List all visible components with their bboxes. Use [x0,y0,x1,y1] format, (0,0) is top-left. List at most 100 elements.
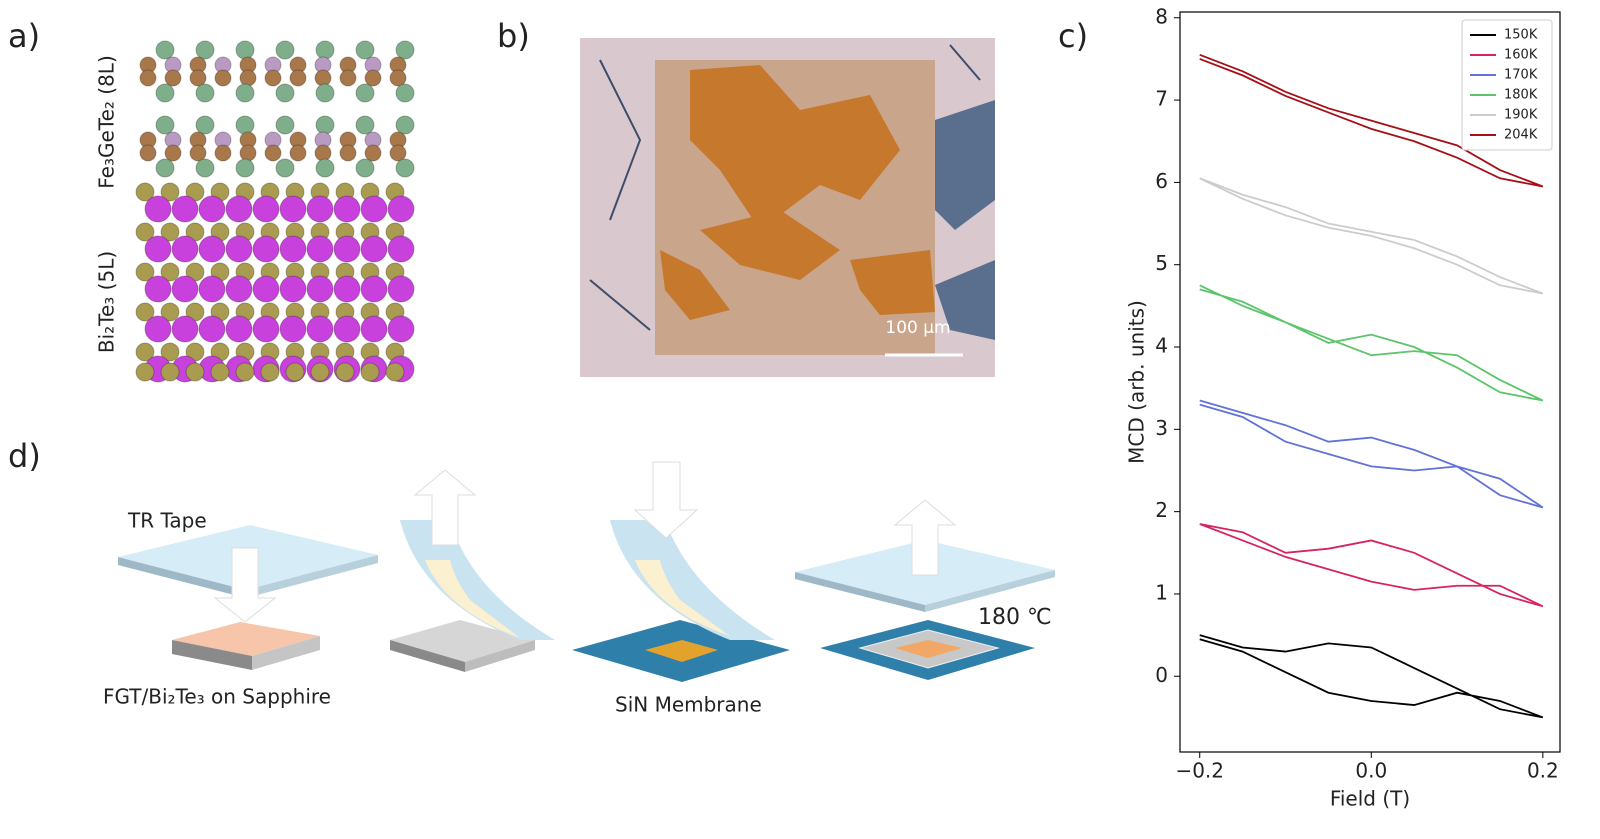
atom [355,115,375,135]
scale-bar-label: 100 μm [885,318,950,338]
atom [214,69,232,87]
atom [160,222,180,242]
atom [214,144,232,162]
atom [160,182,180,202]
atom [139,144,157,162]
atom [144,315,172,343]
series-line [1199,634,1544,719]
atom [171,235,199,263]
crystal-structure [135,40,415,383]
plot-frame [1179,11,1561,753]
atom [360,195,388,223]
atom [395,83,415,103]
atom [395,115,415,135]
atom [360,235,388,263]
y-tick-label: 1 [1155,580,1168,604]
atom [387,275,415,303]
atom [389,69,407,87]
atom [339,144,357,162]
atom [235,362,255,382]
atom [235,115,255,135]
series-line [1199,399,1544,509]
y-tick-label: 6 [1155,169,1168,193]
atom [264,69,282,87]
series-line [1199,523,1544,608]
atom [164,69,182,87]
atom [364,69,382,87]
atom [279,195,307,223]
legend-label: 190K [1504,108,1538,123]
atom [285,362,305,382]
atom [160,342,180,362]
atom [135,222,155,242]
atom [360,275,388,303]
atom [333,235,361,263]
atom [306,195,334,223]
y-tick-label: 3 [1155,416,1168,440]
series-line [1199,53,1544,188]
atom [189,144,207,162]
atom [252,315,280,343]
atom [264,144,282,162]
atom [360,362,380,382]
micrograph [580,38,995,377]
legend-label: 204K [1504,128,1538,143]
legend-label: 170K [1504,68,1538,83]
atom [306,235,334,263]
atom [389,144,407,162]
atom [260,362,280,382]
transfer-schematic [118,461,1055,682]
atom [315,115,335,135]
atom [252,195,280,223]
atom [314,144,332,162]
atom [139,69,157,87]
atom [355,158,375,178]
atom [279,235,307,263]
atom [385,362,405,382]
atom [339,69,357,87]
atom [333,195,361,223]
atom [252,275,280,303]
atom [275,40,295,60]
atom [239,144,257,162]
atom [306,275,334,303]
atom [252,235,280,263]
step-label: 180 ℃ [978,605,1052,630]
atom [235,40,255,60]
atom [275,83,295,103]
atom [306,315,334,343]
atom [144,275,172,303]
y-tick-label: 2 [1155,498,1168,522]
atom [171,195,199,223]
atom [210,362,230,382]
atom [144,195,172,223]
atom [135,342,155,362]
atom [315,158,335,178]
x-axis-label: Field (T) [1330,787,1410,811]
panel-label: d) [8,437,41,475]
atom [387,235,415,263]
layer-label: Fe₃GeTe₂ (8L) [95,55,119,189]
atom [315,83,335,103]
atom [155,158,175,178]
atom [395,40,415,60]
atom [189,69,207,87]
x-tick-label: 0.2 [1527,759,1559,783]
y-tick-label: 0 [1155,663,1168,687]
atom [225,275,253,303]
atom [198,315,226,343]
y-tick-label: 4 [1155,334,1168,358]
atom [160,262,180,282]
atom [135,362,155,382]
legend-box [1461,19,1553,151]
atom [195,158,215,178]
y-tick-label: 8 [1155,4,1168,28]
series-line [1199,284,1544,402]
atom [239,69,257,87]
atom [310,362,330,382]
atom [333,275,361,303]
series-line [1199,177,1544,295]
atom [144,235,172,263]
atom [364,144,382,162]
x-tick-label: 0.0 [1355,759,1387,783]
